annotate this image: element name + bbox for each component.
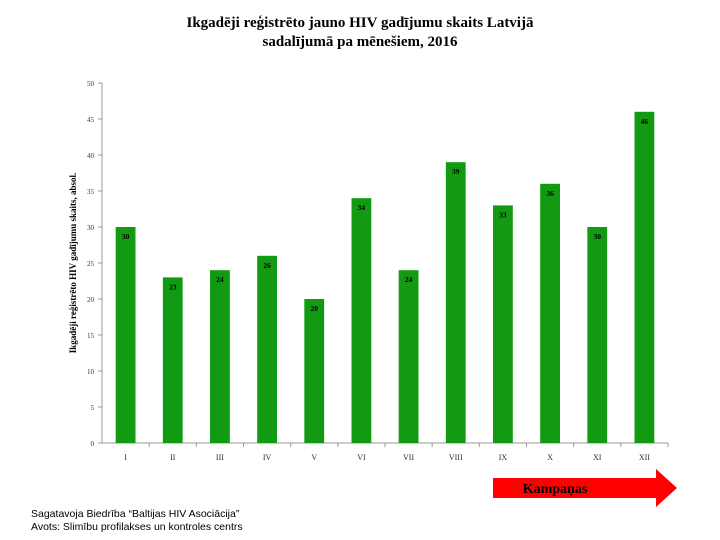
bar-value-label: 30 [594,232,602,241]
bar [634,111,655,444]
bar [257,255,277,443]
bar [162,277,183,443]
footer-prepared-by: Sagatavoja Biedrība “Baltijas HIV Asociā… [31,508,240,520]
y-tick-label: 25 [87,260,95,268]
bar-value-label: 24 [405,275,413,284]
x-tick-label: XI [593,453,602,462]
bar [493,205,513,443]
x-tick-label: VI [357,453,366,462]
x-tick-label: III [216,453,224,462]
footer-source: Avots: Slimību profilakses un kontroles … [31,521,243,533]
x-tick-label: I [124,453,127,462]
bar-value-label: 46 [641,117,649,126]
bar-value-label: 30 [122,232,130,241]
chart-title-line-1: Ikgadēji reģistrēto jauno HIV gadījumu s… [186,15,534,31]
x-tick-label: XII [639,453,650,462]
y-tick-label: 35 [87,188,95,196]
y-axis-label: Ikgadēji reģistrēto HIV gadījumu skaits,… [68,173,78,353]
x-tick-label: IX [499,453,508,462]
x-tick-label: X [547,453,553,462]
bar [351,198,372,443]
y-tick-label: 5 [91,404,95,412]
y-tick-label: 0 [91,440,95,448]
bar [210,270,230,443]
bar [115,227,136,443]
x-tick-label: VII [403,453,414,462]
x-tick-label: IV [263,453,272,462]
x-tick-label: V [311,453,317,462]
bar-value-label: 23 [169,282,177,291]
bar-value-label: 39 [452,167,460,176]
bar [587,227,608,443]
y-tick-label: 20 [87,296,95,304]
y-tick-label: 10 [87,368,95,376]
y-tick-label: 30 [87,224,95,232]
x-tick-label: II [170,453,176,462]
campaign-arrow-label: Kampaņas [523,482,588,497]
bar-value-label: 33 [499,210,507,219]
y-tick-label: 40 [87,152,95,160]
bar-value-label: 20 [311,304,319,313]
y-tick-label: 15 [87,332,95,340]
chart-title: Ikgadēji reģistrēto jauno HIV gadījumu s… [0,14,720,52]
bar-value-label: 34 [358,203,366,212]
y-tick-label: 50 [87,80,95,88]
chart-bars: 30 23 24 26 20 34 24 39 33 36 30 46 [115,111,655,444]
x-tick-label: VIII [449,453,463,462]
campaign-arrow-shape [493,469,677,507]
bar [304,299,325,443]
bar [540,183,560,444]
bar-value-label: 26 [263,261,271,270]
bar [398,270,419,443]
chart-title-line-2: sadalījumā pa mēnešiem, 2016 [262,34,458,50]
bar-value-label: 24 [216,275,224,284]
bar-value-label: 36 [546,189,554,198]
chart-footer: Sagatavoja Biedrība “Baltijas HIV Asociā… [31,508,243,534]
y-tick-label: 45 [87,116,95,124]
bar [445,162,466,443]
